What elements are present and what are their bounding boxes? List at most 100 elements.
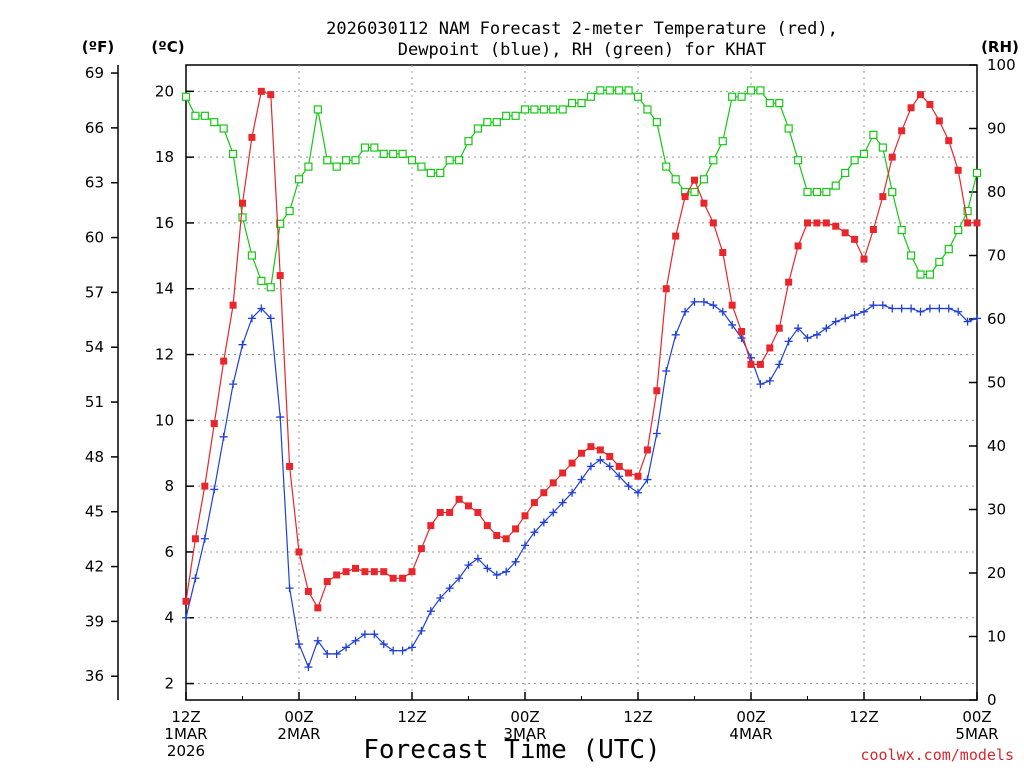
dewpoint-point bbox=[747, 353, 755, 362]
dewpoint-point bbox=[709, 301, 718, 310]
rh-point bbox=[718, 137, 727, 146]
rh-point bbox=[304, 162, 313, 171]
rh-point bbox=[850, 156, 859, 165]
temperature-point bbox=[352, 564, 359, 572]
temperature-point bbox=[314, 604, 322, 612]
temperature-point bbox=[446, 508, 454, 516]
dewpoint-point bbox=[784, 337, 793, 346]
temperature-point bbox=[596, 446, 604, 454]
rh-point bbox=[191, 111, 200, 120]
time-tick-label: 2026 bbox=[167, 742, 205, 760]
temperature-point bbox=[738, 328, 746, 336]
dewpoint-point bbox=[285, 584, 294, 593]
dewpoint-point bbox=[812, 330, 821, 339]
dewpoint-point bbox=[850, 311, 859, 320]
rh-tick-label: 30 bbox=[987, 501, 1006, 519]
rh-point bbox=[831, 181, 840, 190]
temperature-point bbox=[709, 219, 717, 227]
temperature-point bbox=[691, 176, 698, 184]
dewpoint-point bbox=[257, 304, 266, 313]
dewpoint-point bbox=[182, 613, 190, 622]
rh-point bbox=[737, 92, 746, 101]
dewpoint-point bbox=[699, 297, 708, 306]
rh-point bbox=[925, 270, 935, 279]
dewpoint-point bbox=[586, 462, 595, 471]
dewpoint-point bbox=[756, 380, 765, 389]
rh-point bbox=[793, 156, 803, 165]
rh-point bbox=[389, 149, 398, 158]
dewpoint-point bbox=[803, 334, 812, 343]
rh-point bbox=[436, 168, 445, 178]
rh-point bbox=[972, 168, 982, 178]
temperature-point bbox=[380, 568, 388, 576]
rh-line bbox=[185, 89, 978, 289]
temperature-point bbox=[549, 479, 557, 487]
rh-tick-label: 0 bbox=[987, 691, 997, 709]
rh-point bbox=[906, 251, 916, 260]
chart-title-line2: Dewpoint (blue), RH (green) for KHAT bbox=[398, 40, 766, 60]
temperature-point bbox=[681, 193, 689, 201]
temperature-point bbox=[935, 117, 943, 125]
fahrenheit-tick-label: 36 bbox=[85, 667, 104, 685]
dewpoint-point bbox=[662, 366, 671, 375]
rh-point bbox=[624, 86, 633, 95]
temperature-point bbox=[276, 272, 284, 280]
rh-point bbox=[822, 187, 831, 197]
rh-point bbox=[445, 156, 454, 165]
dewpoint-point bbox=[229, 380, 238, 389]
temperature-point bbox=[851, 235, 859, 243]
dewpoint-point bbox=[577, 475, 586, 484]
rh-tick-label: 80 bbox=[987, 183, 1006, 201]
rh-point bbox=[454, 156, 464, 165]
dewpoint-point bbox=[351, 636, 360, 645]
rh-point bbox=[379, 149, 388, 158]
dewpoint-point bbox=[671, 330, 680, 339]
rh-point bbox=[313, 105, 322, 114]
dewpoint-point bbox=[332, 649, 341, 658]
fahrenheit-tick-label: 51 bbox=[85, 393, 104, 411]
temperature-point bbox=[417, 545, 425, 553]
source-credit: coolwx.com/models bbox=[860, 746, 1014, 764]
fahrenheit-tick-label: 45 bbox=[85, 503, 104, 521]
dewpoint-point bbox=[935, 304, 944, 313]
rh-point bbox=[775, 98, 784, 108]
temperature-point bbox=[794, 242, 802, 250]
rh-point bbox=[558, 105, 567, 114]
time-tick-label: 00Z bbox=[510, 708, 539, 726]
dewpoint-point bbox=[954, 307, 963, 316]
temperature-point bbox=[813, 219, 821, 227]
rh-point bbox=[615, 86, 624, 95]
time-tick-label: 00Z bbox=[284, 708, 313, 726]
rh-point bbox=[219, 124, 228, 133]
temperature-point bbox=[399, 574, 407, 582]
temperature-point bbox=[898, 127, 906, 135]
temperature-point bbox=[370, 568, 378, 576]
rh-tick-label: 70 bbox=[987, 247, 1006, 265]
dewpoint-point bbox=[596, 455, 605, 464]
dewpoint-point bbox=[878, 301, 887, 310]
rh-point bbox=[276, 219, 285, 228]
rh-point bbox=[228, 149, 238, 158]
temperature-point bbox=[832, 222, 840, 230]
dewpoint-point bbox=[549, 508, 558, 517]
temperature-point bbox=[822, 219, 830, 227]
dewpoint-point bbox=[925, 304, 934, 313]
dewpoint-point bbox=[464, 561, 473, 570]
temperature-point bbox=[191, 535, 199, 543]
rh-point bbox=[746, 86, 756, 95]
temperature-point bbox=[841, 229, 849, 237]
fahrenheit-tick-label: 42 bbox=[85, 558, 104, 576]
fahrenheit-tick-label: 66 bbox=[85, 119, 104, 137]
dewpoint-point bbox=[888, 304, 897, 313]
rh-point bbox=[473, 124, 483, 133]
fahrenheit-tick-label: 48 bbox=[85, 448, 104, 466]
rh-point bbox=[709, 156, 718, 165]
fahrenheit-tick-label: 57 bbox=[85, 283, 104, 301]
rh-tick-label: 10 bbox=[987, 628, 1006, 646]
rh-series bbox=[181, 86, 982, 292]
celsius-tick-label: 16 bbox=[155, 214, 174, 232]
dewpoint-point bbox=[794, 324, 803, 333]
dewpoint-point bbox=[897, 304, 906, 313]
rh-point bbox=[426, 168, 435, 178]
